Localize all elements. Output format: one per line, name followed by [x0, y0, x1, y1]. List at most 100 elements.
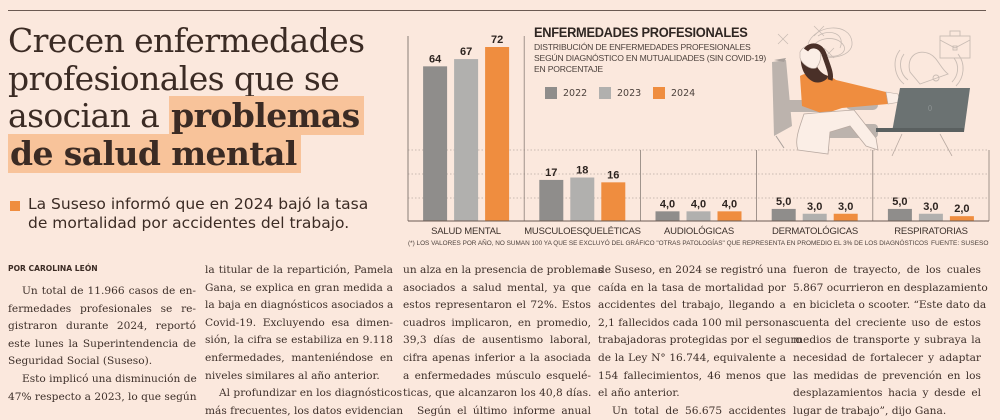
- article-line: Seguridad Social (Suseso).: [8, 355, 153, 368]
- data-label: 72: [491, 34, 503, 46]
- bar-2022: [887, 208, 912, 221]
- article-line: gistraron durante 2024, reportó: [8, 320, 196, 333]
- briefcase-icon: [939, 30, 971, 59]
- chart-subtitle: DISTRIBUCIÓN DE ENFERMEDADES PROFESIONAL…: [534, 42, 774, 75]
- headline-highlight: de salud mental: [8, 133, 301, 173]
- headline-line: profesionales que se: [8, 58, 340, 98]
- data-label: 2,0: [954, 203, 969, 215]
- article-line: 154 fallecimientos, 46 menos que: [598, 369, 786, 382]
- legend-label: 2024: [671, 87, 696, 99]
- article-line: enfermedades, manteniéndose en: [205, 351, 393, 364]
- article-paragraph: fueron de trayecto, de los cuales 5.867 o…: [793, 262, 988, 420]
- bar-2024: [485, 47, 510, 221]
- article-line: estos representaron el 72%. Estos: [403, 299, 591, 312]
- article-line: ticas, que alcanzaron los 40,8 días.: [403, 387, 592, 400]
- bar-2023: [454, 59, 479, 222]
- laptop-icon: [876, 88, 970, 156]
- article-line: necesidad de fortalecer y adaptar: [793, 351, 981, 364]
- headline-line: asocian a problemas: [8, 96, 388, 135]
- data-label: 67: [460, 46, 472, 58]
- article-paragraph: Un total de 56.675 accidentes: [598, 403, 786, 420]
- article-column: fueron de trayecto, de los cuales 5.867 o…: [793, 262, 988, 420]
- article-line: 39,3 días de ausentismo laboral,: [403, 334, 591, 347]
- article-line: Esto implicó una disminución de: [22, 372, 197, 385]
- article-line: Gana, se explica en gran medida a: [205, 281, 393, 294]
- article-paragraph: Según el último informe anual: [403, 403, 591, 420]
- article-line: un alza en la presencia de problemas: [403, 264, 604, 276]
- legend-label: 2022: [563, 87, 588, 99]
- subheadline: La Suseso informó que en 2024 bajó la ta…: [8, 195, 388, 233]
- top-rule: [8, 10, 986, 11]
- article-line: la baja en diagnósticos asociados a: [205, 299, 394, 312]
- legend-swatch-2024: [653, 87, 665, 99]
- bullet-square-icon: [10, 201, 20, 211]
- article-line: caída en la tasa de mortalidad por: [598, 281, 786, 294]
- article-line: fermedades profesionales se re-: [8, 302, 196, 315]
- category-label: AUDIOLÓGICAS: [664, 226, 734, 237]
- category-label: DERMATOLÓGICAS: [771, 226, 859, 237]
- bar-2022: [655, 211, 680, 221]
- chart-legend: 2022 2023 2024: [545, 87, 707, 99]
- article-line: cuadros implicaron, en promedio,: [403, 316, 591, 329]
- article-paragraph: Un total de 11.966 casos de en-fermedade…: [8, 283, 196, 371]
- bar-2022: [771, 208, 796, 221]
- article-line: asociados a salud mental, ya que: [403, 281, 591, 294]
- category-label: SALUD MENTAL: [431, 226, 501, 237]
- bar-2024: [717, 211, 742, 221]
- data-label: 17: [545, 167, 557, 179]
- data-label: 4,0: [691, 198, 706, 210]
- bar-2022: [423, 66, 448, 221]
- article-paragraph: Al profundizar en los diagnósticos más fr…: [205, 385, 404, 420]
- article-line: trabajadoras protegidas por el seguro: [598, 334, 802, 347]
- byline: POR CAROLINA LEÓN: [8, 264, 98, 273]
- data-label: 3,0: [923, 201, 938, 213]
- headline-line: de salud mental: [8, 133, 388, 173]
- data-label: 18: [576, 165, 588, 177]
- woman-figure: [796, 43, 901, 155]
- bar-2023: [918, 213, 943, 221]
- article-line: Según el último informe anual: [417, 404, 591, 417]
- bar-2024: [601, 182, 626, 221]
- legend-item-2024: 2024: [653, 87, 707, 99]
- article-paragraph: de Suseso, en 2024 se registró una caída …: [598, 262, 802, 403]
- article-column: de Suseso, en 2024 se registró una caída …: [598, 262, 802, 420]
- article-paragraph: Esto implicó una disminución de 47% respe…: [8, 371, 197, 406]
- headline: Crecen enfermedades profesionales que se…: [8, 22, 388, 173]
- bar-2023: [802, 213, 827, 221]
- data-label: 64: [429, 53, 442, 65]
- article-line: lugar de trabajo”, dijo Gana.: [793, 404, 947, 417]
- chart-footnote: (*) LOS VALORES POR AÑO, NO SUMAN 100 YA…: [408, 240, 929, 247]
- article-line: de Suseso, en 2024 se registró una: [598, 264, 787, 276]
- article-line: fueron de trayecto, de los cuales: [793, 264, 981, 276]
- article-line: a enfermedades músculo esquelé-: [403, 369, 591, 382]
- chart-source: FUENTE: SUSESO: [931, 240, 989, 247]
- data-label: 5,0: [776, 196, 791, 208]
- article-line: desplazamientos hacia y desde el: [793, 387, 981, 400]
- article-line: de la Ley N° 16.744, equivalente a: [598, 351, 786, 364]
- article-line: Un total de 11.966 casos de en-: [22, 285, 196, 297]
- data-label: 16: [607, 169, 619, 181]
- legend-swatch-2023: [599, 87, 611, 99]
- article-line: cuenta del creciente uso de estos: [793, 316, 981, 329]
- legend-item-2022: 2022: [545, 87, 599, 99]
- chart-title: ENFERMEDADES PROFESIONALES: [534, 25, 748, 40]
- chart-subtitle-line: SEGÚN DIAGNÓSTICO EN MUTUALIDADES (SIN C…: [534, 53, 767, 63]
- article-paragraph: la titular de la repartición, Pamela Gana…: [205, 262, 393, 385]
- article-line: 5.867 ocurrieron en desplazamiento: [793, 281, 988, 294]
- bar-chart: 64 67 72 17 18 16 4,0 4,0 4,0 5,0 3,0 3,0 5,0 3,0 2,0 …: [400, 10, 1000, 255]
- article-line: sión, la cifra se estabiliza en 9.118: [205, 334, 393, 347]
- subheadline-text: La Suseso informó que en 2024 bajó la ta…: [28, 195, 369, 232]
- article-line: la titular de la repartición, Pamela: [205, 264, 393, 276]
- data-label: 4,0: [722, 198, 737, 210]
- article-line: niveles similares al año anterior.: [205, 369, 380, 382]
- chart-subtitle-line: DISTRIBUCIÓN DE ENFERMEDADES PROFESIONAL…: [534, 42, 751, 52]
- article-line: las medidas de prevención en los: [793, 369, 981, 382]
- data-label: 3,0: [807, 201, 822, 213]
- article-line: en bicicleta o scooter. “Este dato da: [793, 299, 987, 312]
- category-label: RESPIRATORIAS: [894, 226, 968, 237]
- bar-2023: [570, 177, 595, 221]
- bar-2022: [539, 179, 564, 221]
- article-line: 47% respecto a 2023, lo que según: [8, 390, 197, 403]
- article-line: más frecuentes, los datos evidencian: [205, 404, 404, 417]
- article-paragraph: un alza en la presencia de problemas asoc…: [403, 262, 604, 403]
